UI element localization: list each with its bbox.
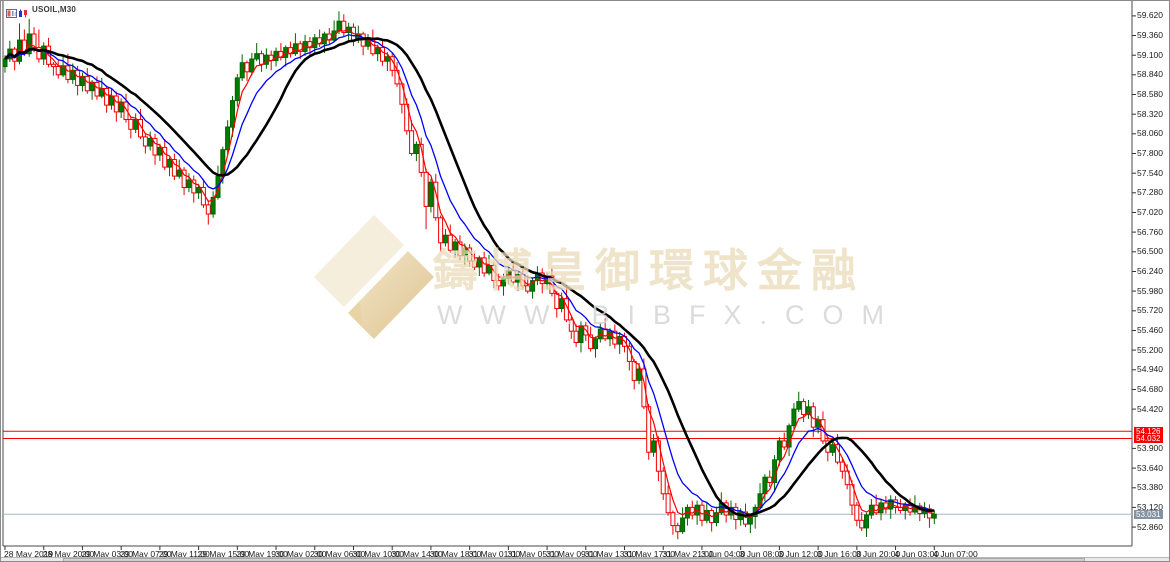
resistance-price-marker-1: 54.126 bbox=[1134, 426, 1164, 436]
time-tick-label: 28 May 2019 bbox=[4, 549, 54, 559]
time-tick-label: 3 Jun 04:00 bbox=[700, 549, 746, 559]
time-tick-label: 31 May 09:00 bbox=[546, 549, 598, 559]
price-tick-label: 56.240 bbox=[1137, 265, 1163, 276]
price-tick-label: 57.280 bbox=[1137, 187, 1163, 198]
price-tick-label: 54.940 bbox=[1137, 364, 1163, 375]
time-tick-label: 29 May 07:00 bbox=[120, 549, 172, 559]
price-tick-label: 55.200 bbox=[1137, 344, 1163, 355]
price-tick-label: 58.320 bbox=[1137, 108, 1163, 119]
time-tick-label: 3 Jun 20:00 bbox=[855, 549, 901, 559]
symbol-period-label: USOIL,M30 bbox=[32, 5, 77, 14]
time-tick-label: 3 Jun 08:00 bbox=[739, 549, 785, 559]
bar-chart-icon bbox=[6, 5, 17, 23]
price-tick-label: 52.860 bbox=[1137, 521, 1163, 532]
time-tick-label: 31 May 21:00 bbox=[662, 549, 714, 559]
slow-ma bbox=[4, 36, 935, 517]
time-tick-label: 29 May 19:00 bbox=[236, 549, 288, 559]
price-tick-label: 56.500 bbox=[1137, 246, 1163, 257]
fast-ma bbox=[4, 29, 935, 519]
price-tick-label: 58.840 bbox=[1137, 69, 1163, 80]
price-tick-label: 54.680 bbox=[1137, 383, 1163, 394]
time-tick-label: 4 Jun 07:00 bbox=[933, 549, 978, 559]
price-tick-label: 58.060 bbox=[1137, 128, 1163, 139]
time-tick-label: 30 May 06:00 bbox=[313, 549, 366, 559]
mid-ma bbox=[4, 34, 935, 515]
price-tick-label: 59.620 bbox=[1137, 10, 1163, 21]
time-tick-label: 29 May 03:00 bbox=[81, 549, 133, 559]
price-tick-label: 55.720 bbox=[1137, 305, 1163, 316]
price-tick-label: 55.460 bbox=[1137, 324, 1163, 335]
price-tick-label: 54.420 bbox=[1137, 403, 1163, 414]
time-tick-label: 30 May 10:00 bbox=[352, 549, 404, 559]
horizontal-scrollbar[interactable] bbox=[1, 557, 1169, 561]
price-tick-label: 57.020 bbox=[1137, 206, 1163, 217]
time-tick-label: 30 May 18:00 bbox=[429, 549, 482, 559]
scrollbar-thumb[interactable] bbox=[63, 558, 1085, 561]
price-tick-label: 53.640 bbox=[1137, 462, 1163, 473]
time-tick-label: 31 May 05:00 bbox=[507, 549, 559, 559]
price-tick-label: 57.540 bbox=[1137, 167, 1163, 178]
price-tick-label: 55.980 bbox=[1137, 285, 1163, 296]
time-tick-label: 3 Jun 16:00 bbox=[817, 549, 862, 559]
price-tick-label: 53.900 bbox=[1137, 442, 1163, 453]
bid-price-marker: 53.031 bbox=[1134, 509, 1164, 519]
time-tick-label: 30 May 14:00 bbox=[391, 549, 443, 559]
time-tick-label: 31 May 13:00 bbox=[584, 549, 637, 559]
time-tick-label: 31 May 17:00 bbox=[623, 549, 676, 559]
price-tick-label: 58.580 bbox=[1137, 89, 1163, 99]
time-tick-label: 29 May 11:00 bbox=[158, 549, 210, 559]
time-tick-label: 29 May 15:00 bbox=[197, 549, 250, 559]
price-tick-label: 59.360 bbox=[1137, 30, 1163, 41]
price-tick-label: 57.800 bbox=[1137, 147, 1163, 158]
candle-chart-icon bbox=[18, 5, 29, 23]
time-tick-label: 28 May 20:00 bbox=[42, 549, 95, 559]
time-tick-label: 31 May 01:00 bbox=[468, 549, 521, 559]
time-tick-label: 3 Jun 12:00 bbox=[778, 549, 823, 559]
price-tick-label: 59.100 bbox=[1137, 49, 1163, 60]
time-tick-label: 30 May 02:00 bbox=[275, 549, 327, 559]
price-tick-label: 53.380 bbox=[1137, 482, 1163, 493]
price-tick-label: 53.120 bbox=[1137, 501, 1163, 512]
price-tick-label: 56.760 bbox=[1137, 226, 1163, 237]
time-tick-label: 4 Jun 03:00 bbox=[894, 549, 939, 559]
resistance-price-marker-2: 54.032 bbox=[1134, 433, 1164, 443]
